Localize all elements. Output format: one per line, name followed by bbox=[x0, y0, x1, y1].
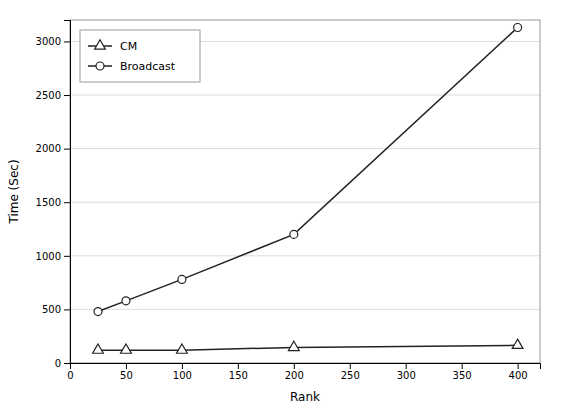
tick-mark bbox=[64, 309, 70, 310]
axis-line bbox=[64, 21, 71, 364]
point bbox=[514, 24, 522, 32]
tick-mark bbox=[126, 363, 127, 369]
line bbox=[98, 28, 518, 312]
tick: 250 bbox=[341, 363, 360, 381]
tick: 2500 bbox=[36, 90, 70, 101]
tick-mark bbox=[406, 363, 407, 369]
tick-label: 100 bbox=[173, 370, 192, 381]
tick-mark bbox=[518, 363, 519, 369]
tick: 350 bbox=[453, 363, 472, 381]
chart: 0 50 100 150 200 250 300 350 400 0 500 1000 1500 2000… bbox=[0, 0, 565, 413]
tick: 500 bbox=[42, 304, 70, 315]
tick-mark bbox=[294, 363, 295, 369]
tick-label: 2500 bbox=[36, 90, 61, 101]
plot-frame bbox=[70, 20, 540, 363]
legend-label: CM bbox=[120, 40, 137, 53]
plot: 0 50 100 150 200 250 300 350 400 0 500 1000 1500 2000… bbox=[36, 20, 541, 381]
tick: 0 bbox=[67, 363, 73, 381]
legend-item: CM bbox=[88, 40, 137, 53]
tick-mark bbox=[350, 363, 351, 369]
point bbox=[121, 344, 132, 353]
tick-mark bbox=[64, 202, 70, 203]
tick-label: 1500 bbox=[36, 197, 61, 208]
tick-mark bbox=[64, 363, 70, 364]
tick: 3000 bbox=[36, 36, 70, 47]
point bbox=[178, 275, 186, 283]
tick-mark bbox=[64, 256, 70, 257]
tick: 0 bbox=[55, 358, 70, 369]
point bbox=[288, 341, 299, 350]
tick: 1000 bbox=[36, 251, 70, 262]
grid bbox=[70, 41, 540, 363]
tick-mark bbox=[64, 149, 70, 150]
tick: 1500 bbox=[36, 197, 70, 208]
tick-label: 3000 bbox=[36, 36, 61, 47]
point bbox=[290, 230, 298, 238]
legend-label: Broadcast bbox=[120, 60, 176, 73]
marks bbox=[93, 24, 523, 354]
tick: 300 bbox=[397, 363, 416, 381]
tick-mark bbox=[238, 363, 239, 369]
x-axis-title: Rank bbox=[290, 390, 320, 404]
point bbox=[93, 344, 104, 353]
grid-line bbox=[70, 202, 540, 203]
axis-line bbox=[71, 364, 541, 370]
tick-label: 1000 bbox=[36, 251, 61, 262]
legend: CM Broadcast bbox=[80, 30, 200, 82]
tick-label: 300 bbox=[397, 370, 416, 381]
legend-box bbox=[80, 30, 200, 82]
point bbox=[94, 308, 102, 316]
tick-label: 250 bbox=[341, 370, 360, 381]
grid-line bbox=[70, 309, 540, 310]
tick-mark bbox=[64, 95, 70, 96]
grid-line bbox=[70, 95, 540, 96]
tick-mark bbox=[64, 41, 70, 42]
tick-label: 0 bbox=[55, 358, 61, 369]
grid-line bbox=[70, 255, 540, 256]
tick: 150 bbox=[229, 363, 248, 381]
tick-mark bbox=[462, 363, 463, 369]
grid-line bbox=[70, 148, 540, 149]
point bbox=[122, 297, 130, 305]
legend-symbol bbox=[96, 62, 104, 70]
tick-label: 2000 bbox=[36, 143, 61, 154]
tick-label: 500 bbox=[42, 304, 61, 315]
tick-label: 150 bbox=[229, 370, 248, 381]
tick: 50 bbox=[120, 363, 133, 381]
legend-item: Broadcast bbox=[88, 60, 176, 73]
y-axis-title: Time (Sec) bbox=[7, 159, 21, 224]
tick: 200 bbox=[285, 363, 304, 381]
x-axis: 0 50 100 150 200 250 300 350 400 bbox=[67, 363, 540, 381]
y-axis: 0 500 1000 1500 2000 2500 3000 bbox=[36, 21, 71, 369]
line bbox=[98, 345, 518, 350]
tick: 400 bbox=[509, 363, 528, 381]
point bbox=[177, 344, 188, 353]
point bbox=[512, 339, 523, 348]
tick-mark bbox=[182, 363, 183, 369]
tick-label: 350 bbox=[453, 370, 472, 381]
tick: 2000 bbox=[36, 143, 70, 154]
tick-label: 50 bbox=[120, 370, 133, 381]
legend-symbol bbox=[95, 40, 106, 49]
tick-label: 0 bbox=[67, 370, 73, 381]
tick: 100 bbox=[173, 363, 192, 381]
tick-label: 200 bbox=[285, 370, 304, 381]
tick-label: 400 bbox=[509, 370, 528, 381]
